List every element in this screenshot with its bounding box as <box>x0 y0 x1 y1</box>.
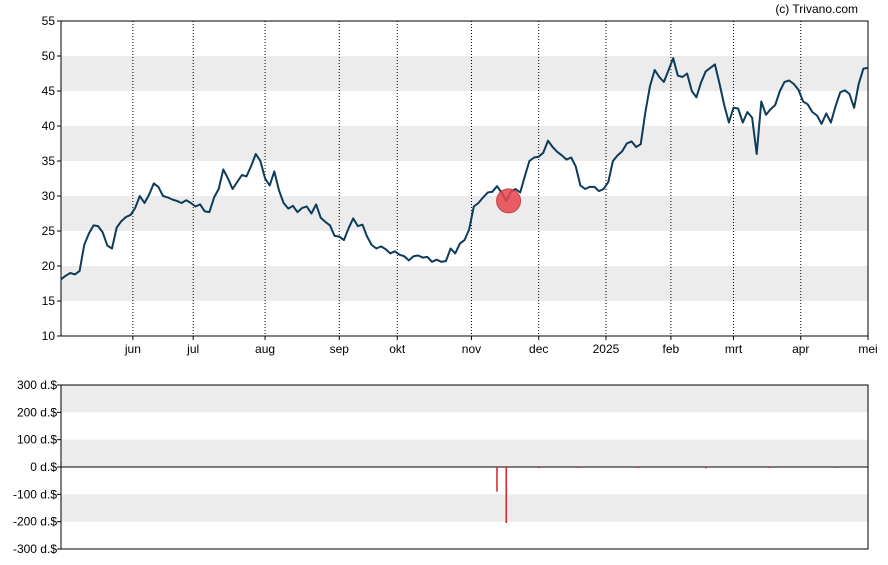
x-tick-label: okt <box>389 342 406 356</box>
price-y-axis: 10 15 20 25 30 35 40 45 50 55 <box>42 14 61 343</box>
x-tick-label: dec <box>529 342 548 356</box>
y-tick-label: -100 d.$ <box>13 487 57 501</box>
chart-credit: (c) Trivano.com <box>775 2 858 16</box>
x-tick-label: mrt <box>725 342 743 356</box>
y-tick-label: 10 <box>42 329 56 343</box>
y-tick-label: 100 d.$ <box>17 433 57 447</box>
trade-panel: 300 d.$ 200 d.$ 100 d.$ 0 d.$ -100 d.$ -200 d… <box>13 378 869 556</box>
x-tick-label: apr <box>792 342 809 356</box>
price-plot-frame <box>60 20 869 337</box>
trade-band <box>61 385 868 413</box>
trade-bars <box>496 467 837 524</box>
x-tick-label: mei <box>858 342 877 356</box>
y-tick-label: 30 <box>42 189 56 203</box>
highlight-marker <box>496 188 522 214</box>
price-band <box>61 126 868 161</box>
x-tick-label: aug <box>255 342 275 356</box>
y-tick-label: 45 <box>42 84 56 98</box>
trade-y-axis: 300 d.$ 200 d.$ 100 d.$ 0 d.$ -100 d.$ -200 d… <box>13 378 61 556</box>
y-tick-label: 35 <box>42 154 56 168</box>
y-tick-label: 15 <box>42 294 56 308</box>
x-tick-label: nov <box>462 342 481 356</box>
x-tick-label: feb <box>663 342 680 356</box>
x-tick-label: 2025 <box>593 342 620 356</box>
y-tick-label: 200 d.$ <box>17 405 57 419</box>
trade-bands <box>61 385 868 522</box>
x-tick-label: sep <box>330 342 350 356</box>
y-tick-label: -300 d.$ <box>13 542 57 556</box>
y-tick-label: 25 <box>42 224 56 238</box>
price-band <box>61 266 868 301</box>
y-tick-label: 55 <box>42 14 56 28</box>
x-tick-label: jul <box>186 342 199 356</box>
price-band <box>61 56 868 91</box>
month-x-axis: jun jul aug sep okt nov dec 2025 feb mrt apr mei <box>124 336 878 356</box>
trade-band <box>61 439 868 467</box>
y-tick-label: 300 d.$ <box>17 378 57 392</box>
y-tick-label: 40 <box>42 119 56 133</box>
y-tick-label: -200 d.$ <box>13 515 57 529</box>
price-bands <box>61 56 868 301</box>
y-tick-label: 50 <box>42 49 56 63</box>
price-line <box>60 57 869 281</box>
trade-band <box>61 494 868 522</box>
y-tick-label: 20 <box>42 259 56 273</box>
x-tick-label: jun <box>124 342 141 356</box>
price-band <box>61 196 868 231</box>
y-tick-label: 0 d.$ <box>30 460 57 474</box>
